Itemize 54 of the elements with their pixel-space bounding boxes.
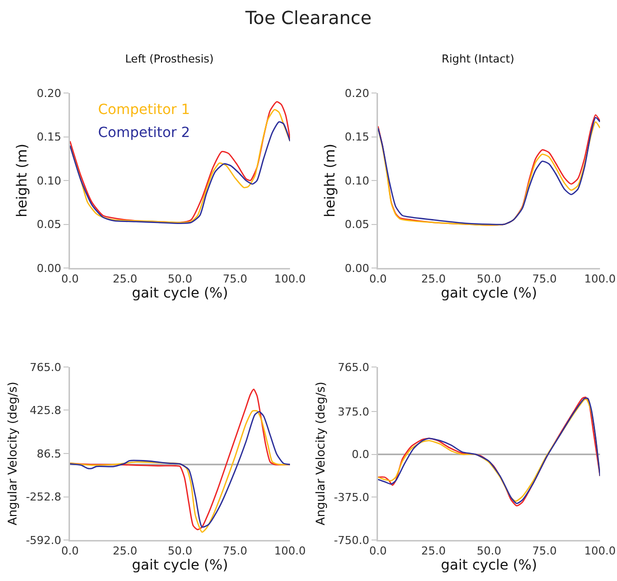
- x-tick-label: 25.0: [421, 544, 446, 558]
- x-tick-label: 75.0: [532, 544, 557, 558]
- x-tick-label: 25.0: [421, 272, 446, 286]
- x-tick-label: 0.0: [369, 544, 387, 558]
- x-tick-label: 50.0: [476, 272, 502, 286]
- x-tick-label: 100.0: [274, 272, 306, 286]
- y-tick-label: 0.10: [344, 174, 370, 188]
- x-tick-label: 75.0: [222, 544, 248, 558]
- y-tick-label: 0.00: [36, 262, 62, 275]
- x-axis-title: gait cycle (%): [132, 286, 228, 302]
- y-tick-label: -375.0: [334, 491, 370, 504]
- x-tick-label: 25.0: [112, 272, 138, 286]
- x-tick-label: 0.0: [61, 544, 79, 558]
- x-axis-title: gait cycle (%): [440, 286, 538, 302]
- y-axis-title: Angular Velocity (deg/s): [5, 382, 20, 526]
- y-tick-label: 425.8: [30, 404, 62, 418]
- x-axis-title: gait cycle (%): [440, 558, 538, 574]
- y-tick-label: 0.15: [36, 130, 62, 144]
- x-tick-label: 0.0: [369, 272, 387, 286]
- x-tick-label: 50.0: [168, 544, 192, 558]
- y-tick-label: 765.0: [338, 360, 370, 374]
- y-axis-title: height (m): [14, 144, 31, 218]
- y-tick-label: 0.20: [36, 86, 62, 100]
- x-axis-title: gait cycle (%): [132, 558, 228, 574]
- y-tick-label: 765.0: [30, 360, 62, 374]
- y-tick-label: -252.8: [26, 490, 62, 504]
- text: Competitor 1: [98, 102, 190, 118]
- x-tick-label: 100.0: [274, 544, 306, 558]
- y-tick-label: 0.0: [352, 448, 370, 462]
- x-tick-label: 100.0: [584, 544, 616, 558]
- line-series: [70, 388, 290, 530]
- y-tick-label: 0.10: [36, 174, 62, 188]
- chart-title: Toe Clearance: [244, 8, 373, 29]
- x-tick-label: 0.0: [61, 272, 79, 286]
- x-tick-label: 50.0: [476, 544, 502, 558]
- y-tick-label: 0.20: [344, 86, 370, 100]
- y-axis-title: height (m): [322, 144, 339, 218]
- y-axis-title: Angular Velocity (deg/s): [313, 382, 328, 526]
- y-tick-label: 86.5: [36, 447, 62, 460]
- x-tick-label: 100.0: [584, 272, 616, 286]
- x-tick-label: 25.0: [112, 544, 138, 558]
- y-tick-label: 0.05: [344, 218, 370, 232]
- chart-title: Right (Intact): [442, 52, 514, 66]
- y-tick-label: -750.0: [334, 534, 370, 547]
- y-tick-label: 0.05: [36, 218, 62, 232]
- chart-subtitle: Left (Prosthesis): [125, 52, 214, 66]
- y-tick-label: 0.00: [344, 262, 370, 275]
- y-tick-label: 0.15: [344, 130, 370, 144]
- x-tick-label: 75.0: [532, 272, 557, 286]
- y-tick-label: -592.0: [26, 534, 62, 547]
- x-tick-label: 50.0: [168, 272, 192, 286]
- text: Competitor 2: [98, 125, 190, 141]
- x-tick-label: 75.0: [222, 272, 248, 286]
- y-tick-label: 375.0: [338, 405, 370, 418]
